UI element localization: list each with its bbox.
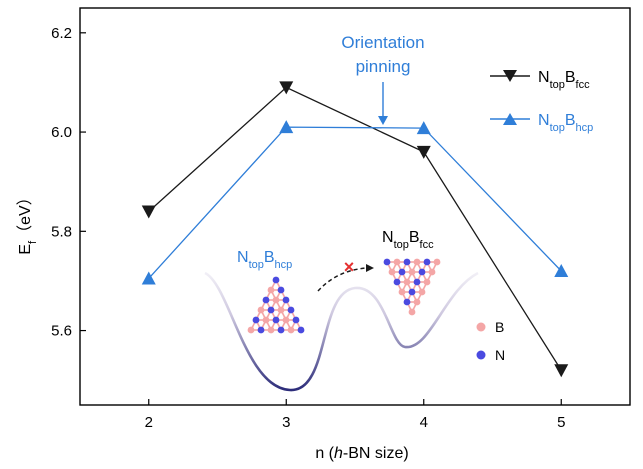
legend-marker-fcc	[503, 70, 517, 82]
blocked-mark: ×	[344, 257, 355, 277]
series-0-marker	[141, 205, 156, 219]
lattice-atom	[408, 308, 416, 316]
lattice-atom	[262, 316, 270, 324]
series-0-marker	[416, 145, 431, 159]
orientation-annotation-line2: pinning	[356, 57, 411, 76]
lattice-atom	[277, 306, 285, 314]
transition-arrow	[317, 267, 367, 292]
lattice-atom	[267, 286, 275, 294]
inset-label-fcc: NtopBfcc	[382, 229, 434, 251]
lattice-atom	[252, 316, 260, 324]
series-1-marker	[554, 264, 569, 278]
inset-layer	[247, 258, 441, 334]
y-axis-label: Ef（eV）	[16, 189, 39, 254]
lattice-atom	[297, 326, 305, 334]
y-tick-label: 6.0	[51, 124, 72, 141]
lattice-atom	[287, 306, 295, 314]
lattice-atom	[272, 316, 280, 324]
lattice-atom	[282, 316, 290, 324]
lattice-atom	[403, 298, 411, 306]
lattice-atom	[428, 268, 436, 276]
series-1-marker	[279, 120, 294, 134]
atom-legend-b-swatch	[476, 322, 486, 332]
x-tick-label: 2	[145, 414, 153, 431]
lattice-atom	[393, 278, 401, 286]
lattice-atom	[418, 268, 426, 276]
lattice-atom	[418, 288, 426, 296]
x-tick-label: 5	[557, 414, 565, 431]
lattice-atom	[272, 296, 280, 304]
legend-label-hcp: NtopBhcp	[538, 112, 593, 134]
lattice-atom	[277, 326, 285, 334]
lattice-atom	[398, 268, 406, 276]
lattice-atom	[247, 326, 255, 334]
lattice-atom	[257, 306, 265, 314]
series-layer	[141, 81, 569, 378]
lattice-atom	[423, 258, 431, 266]
lattice-atom	[408, 288, 416, 296]
lattice-atom	[403, 278, 411, 286]
energy-landscape-curve	[204, 271, 479, 392]
y-tick-label: 5.6	[51, 323, 72, 340]
series-1-line	[148, 126, 562, 279]
lattice-atom	[423, 278, 431, 286]
lattice-atom	[267, 306, 275, 314]
inset-label-hcp: NtopBhcp	[237, 249, 292, 271]
axes-layer: 5.6 5.8 6.0 6.2 2 3 4 5	[51, 7, 631, 431]
series-1-marker	[141, 271, 156, 285]
lattice-atom	[403, 258, 411, 266]
x-tick-label: 4	[420, 414, 428, 431]
atom-legend: B N	[476, 319, 505, 363]
legend-label-fcc: NtopBfcc	[538, 69, 590, 91]
series-0-marker	[554, 364, 569, 378]
lattice-atom	[292, 316, 300, 324]
lattice-atom	[413, 258, 421, 266]
lattice-atom	[413, 278, 421, 286]
lattice-atom	[267, 326, 275, 334]
series-0-line	[148, 86, 562, 371]
plot-frame	[79, 7, 631, 406]
lattice-atom	[282, 296, 290, 304]
lattice-atom	[277, 286, 285, 294]
series-0-marker	[279, 81, 294, 95]
lattice-atom	[433, 258, 441, 266]
lattice-atom	[383, 258, 391, 266]
atom-legend-n-swatch	[476, 350, 486, 360]
legend-marker-hcp	[503, 113, 517, 125]
transition-arrow-head	[366, 264, 374, 272]
lattice-atom	[413, 298, 421, 306]
y-tick-label: 5.8	[51, 223, 72, 240]
lattice-atom	[393, 258, 401, 266]
x-tick-label: 3	[282, 414, 290, 431]
lattice-atom	[408, 268, 416, 276]
lattice-atom	[287, 326, 295, 334]
orientation-annotation-line1: Orientation	[341, 33, 424, 52]
atom-legend-b-label: B	[495, 319, 504, 335]
x-axis-label: n (h-BN size)	[315, 445, 408, 462]
atom-legend-n-label: N	[495, 347, 505, 363]
y-tick-label: 6.2	[51, 25, 72, 42]
series-1-marker	[416, 121, 431, 135]
lattice-atom	[398, 288, 406, 296]
lattice-atom	[388, 268, 396, 276]
orientation-arrow-head	[378, 116, 388, 125]
legend: NtopBfcc NtopBhcp	[490, 69, 593, 134]
lattice-atom	[257, 326, 265, 334]
lattice-atom	[272, 276, 280, 284]
lattice-atom	[262, 296, 270, 304]
